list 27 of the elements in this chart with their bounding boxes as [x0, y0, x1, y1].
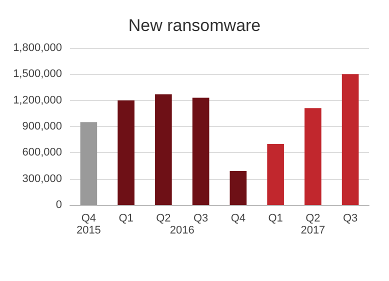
x-tick-label: Q2	[156, 212, 171, 224]
y-tick-label: 1,800,000	[13, 42, 62, 54]
x-tick-label: Q4	[230, 212, 246, 224]
x-tick-label: Q3	[342, 212, 358, 224]
bar	[304, 108, 322, 205]
y-tick-label: 900,000	[22, 120, 62, 132]
x-tick-label: Q4	[81, 212, 96, 224]
y-tick-label: 1,200,000	[13, 94, 62, 106]
y-tick-label: 600,000	[22, 146, 62, 159]
x-tick-label: Q2	[306, 212, 320, 224]
y-tick-label: 1,500,000	[13, 68, 62, 80]
text: 2016	[170, 224, 194, 236]
x-tick-label: Q3	[193, 212, 208, 224]
x-tick-label: Q1	[118, 212, 134, 224]
bar	[118, 100, 134, 205]
bar	[342, 74, 359, 205]
bar	[80, 122, 98, 205]
bar	[155, 94, 172, 205]
y-tick-label: 0	[56, 199, 62, 211]
bar	[192, 98, 210, 205]
y-tick-label: 300,000	[22, 172, 62, 185]
bar	[230, 170, 247, 205]
text: 2017	[300, 224, 326, 236]
x-tick-label: Q1	[268, 212, 283, 224]
bar	[267, 144, 284, 205]
chart-title: New ransomware	[128, 16, 261, 35]
text: 2015	[76, 224, 101, 236]
